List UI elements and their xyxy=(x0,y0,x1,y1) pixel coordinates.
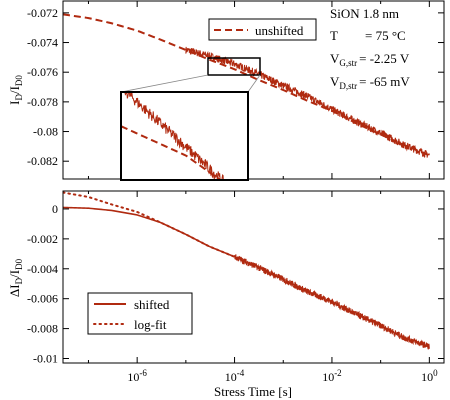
bottom-y-tick-label: -0.006 xyxy=(27,292,58,306)
bottom-x-ticks: 10-6 10-4 10-2 100 xyxy=(87,191,438,384)
temperature-label: T xyxy=(330,28,338,43)
top-y-tick-label: -0.08 xyxy=(33,125,58,139)
legend-shifted-label: shifted xyxy=(134,297,170,312)
top-y-tick-label: -0.078 xyxy=(27,95,58,109)
top-y-axis-label: ID/ID0 xyxy=(7,75,24,105)
bottom-series-group xyxy=(63,191,431,350)
bottom-legend: shifted log-fit xyxy=(87,292,193,335)
bottom-x-tick-label: 10-4 xyxy=(225,368,245,384)
legend-unshifted-label: unshifted xyxy=(255,23,304,38)
bottom-x-tick-label: 10-2 xyxy=(322,368,342,384)
vd-label: VD,str = -65 mV xyxy=(330,74,410,91)
zoom-connector-left xyxy=(120,74,209,93)
inset-unshifted-line xyxy=(121,125,223,180)
series-shifted-line-noisy xyxy=(234,254,430,350)
top-y-tick-label: -0.072 xyxy=(27,6,58,20)
bottom-y-tick-label: -0.008 xyxy=(27,322,58,336)
bottom-y-tick-label: -0.01 xyxy=(33,352,58,366)
top-y-tick-label: -0.074 xyxy=(27,36,58,50)
x-axis-label: Stress Time [s] xyxy=(214,384,292,399)
inset-series-group xyxy=(121,92,227,180)
zoom-connector-right xyxy=(247,74,261,93)
series-measured-line xyxy=(185,46,430,158)
temperature-value: = 75 °C xyxy=(365,28,406,43)
material-label: SiON 1.8 nm xyxy=(330,6,399,21)
top-y-tick-label: -0.082 xyxy=(27,154,58,168)
condition-annotations: SiON 1.8 nm T = 75 °C VG,str = -2.25 V VD… xyxy=(330,6,410,91)
bottom-panel: 0-0.002-0.004-0.006-0.008-0.01 10-6 10-4 1… xyxy=(7,190,445,399)
bottom-y-ticks: 0 -0.002 -0.004 -0.006 -0.008 -0.01 xyxy=(27,202,444,366)
legend-logfit-label: log-fit xyxy=(134,317,167,332)
series-shifted-line-smooth xyxy=(63,206,235,258)
bottom-x-tick-label: 10-6 xyxy=(127,368,147,384)
bottom-axes-frame xyxy=(62,190,445,364)
top-y-ticks: -0.072 -0.074 -0.076 -0.078 -0.08 -0.082 xyxy=(27,6,444,168)
top-axes-frame xyxy=(62,0,445,180)
bottom-y-tick-label: 0 xyxy=(52,202,58,216)
bottom-y-tick-label: -0.004 xyxy=(27,262,58,276)
top-panel: -0.072 -0.074 -0.076 -0.078 -0.08 -0.082 ID/I… xyxy=(7,0,445,181)
inset-measured-line xyxy=(121,92,227,180)
top-legend: unshifted xyxy=(208,18,317,41)
zoom-box xyxy=(207,57,261,76)
top-y-tick-label: -0.076 xyxy=(27,65,58,79)
bottom-y-tick-label: -0.002 xyxy=(27,232,58,246)
inset-plot xyxy=(120,91,249,181)
bottom-y-axis-label: ΔID/ID0 xyxy=(7,258,24,297)
bottom-x-tick-label: 100 xyxy=(421,368,438,384)
vg-label: VG,str = -2.25 V xyxy=(330,51,410,68)
